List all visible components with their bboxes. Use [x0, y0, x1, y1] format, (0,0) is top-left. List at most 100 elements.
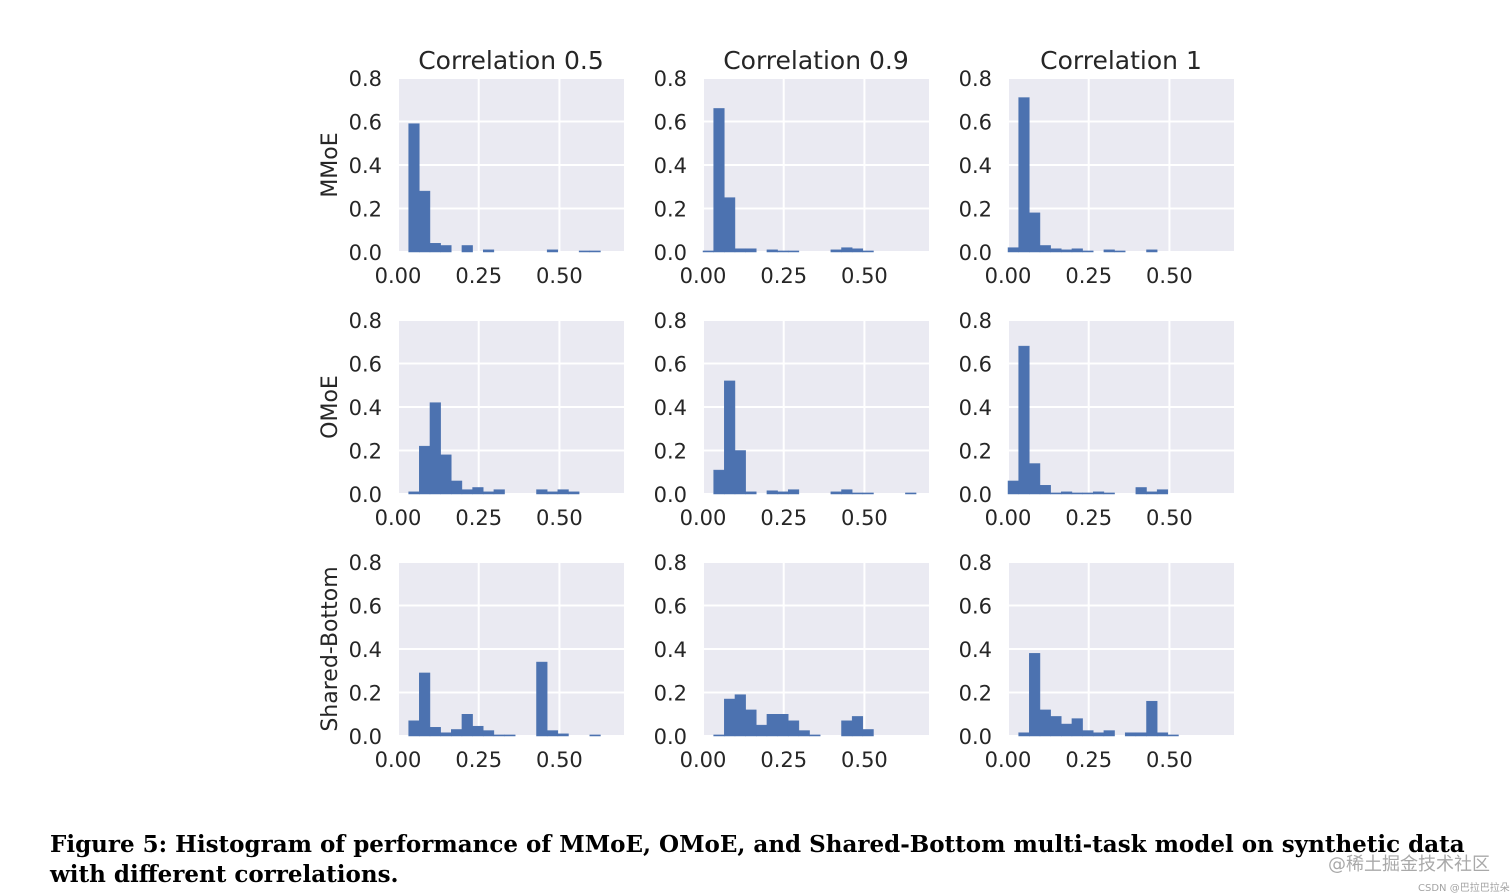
histogram-bar	[787, 250, 800, 253]
histogram-bar	[702, 250, 714, 253]
histogram-bar	[862, 492, 874, 495]
y-tick-label: 0.4	[959, 396, 992, 420]
x-tick-label: 0.25	[455, 748, 502, 772]
panel-mmoe-0_5: 0.0 0.2 0.4 0.6 0.8 0.00 0.25 0.50	[349, 67, 624, 288]
histogram-bar	[440, 454, 452, 495]
column-title: Correlation 0.9	[723, 46, 909, 75]
histogram-bar	[546, 730, 559, 737]
y-tick-label: 0.4	[349, 396, 382, 420]
histogram-bar	[1082, 250, 1094, 253]
y-tick-label: 0.0	[654, 483, 687, 507]
histogram-bar	[1124, 732, 1137, 737]
histogram-bar	[1092, 732, 1105, 737]
histogram-bar	[493, 734, 505, 737]
histogram-bar	[1050, 492, 1062, 495]
histogram-bar	[787, 489, 800, 495]
y-tick-label: 0.6	[349, 353, 382, 377]
y-tick-label: 0.0	[349, 241, 382, 265]
histogram-bar	[461, 245, 473, 253]
histogram-bar	[1007, 480, 1019, 495]
column-title: Correlation 0.5	[418, 46, 604, 75]
y-tick-label: 0.6	[654, 353, 687, 377]
y-tick-label: 0.2	[654, 198, 687, 222]
histogram-bar	[493, 489, 505, 495]
histogram-bar	[713, 108, 725, 253]
y-tick-label: 0.8	[959, 551, 992, 575]
watermark-small: CSDN @巴拉巴拉朵	[1418, 883, 1510, 894]
histogram-bar	[841, 489, 853, 495]
histogram-bar	[1050, 248, 1062, 253]
histogram-bar	[809, 734, 821, 737]
x-tick-label: 0.50	[1146, 506, 1193, 530]
histogram-bar	[1018, 732, 1030, 737]
panel-shared-bottom-0_5: 0.0 0.2 0.4 0.6 0.8 0.00 0.25 0.50	[349, 551, 624, 772]
histogram-bar	[862, 729, 874, 737]
x-tick-label: 0.25	[760, 748, 807, 772]
histogram-bar	[408, 491, 420, 495]
y-tick-label: 0.6	[349, 111, 382, 135]
histogram-bar	[408, 720, 420, 737]
histogram-bar	[1146, 249, 1158, 253]
x-tick-label: 0.25	[455, 264, 502, 288]
row-label: Shared-Bottom	[318, 566, 343, 731]
x-tick-label: 0.25	[760, 264, 807, 288]
panel-omoe-1: 0.0 0.2 0.4 0.6 0.8 0.00 0.25 0.50	[959, 309, 1234, 530]
histogram-bar	[1018, 345, 1030, 495]
histogram-bar	[472, 487, 484, 495]
histogram-bar	[482, 730, 495, 737]
histogram-bar	[1039, 245, 1051, 253]
y-tick-label: 0.2	[349, 682, 382, 706]
histogram-bar	[1167, 734, 1179, 737]
histogram-bar	[1103, 492, 1115, 495]
histogram-bar	[1103, 249, 1115, 253]
x-tick-label: 0.25	[1065, 748, 1112, 772]
histogram-bar	[1061, 723, 1073, 737]
histogram-bar	[1103, 730, 1115, 737]
histogram-bar	[1071, 718, 1083, 737]
histogram-bar	[461, 489, 473, 495]
histogram-bar	[745, 709, 757, 737]
histogram-bar	[862, 250, 874, 253]
histogram-bar	[766, 249, 778, 253]
histogram-bar	[905, 492, 917, 495]
histogram-bar	[777, 491, 789, 495]
y-tick-label: 0.2	[349, 440, 382, 464]
histogram-bar	[745, 248, 757, 253]
y-tick-label: 0.2	[959, 440, 992, 464]
y-tick-label: 0.4	[349, 638, 382, 662]
histogram-bar	[589, 734, 601, 737]
histogram-bar	[408, 123, 420, 253]
x-tick-label: 0.00	[680, 264, 727, 288]
histogram-bar	[1071, 248, 1083, 253]
x-tick-label: 0.00	[375, 264, 422, 288]
histogram-bar	[798, 730, 810, 737]
panel-mmoe-1: 0.0 0.2 0.4 0.6 0.8 0.00 0.25 0.50	[959, 67, 1234, 288]
histogram-bar	[851, 716, 864, 737]
y-tick-label: 0.6	[959, 111, 992, 135]
histogram-bar	[756, 724, 768, 737]
y-tick-label: 0.6	[654, 111, 687, 135]
y-tick-label: 0.0	[349, 725, 382, 749]
histogram-bar	[851, 248, 864, 253]
x-tick-label: 0.25	[1065, 264, 1112, 288]
histogram-bar	[557, 489, 569, 495]
histogram-bar	[1007, 247, 1019, 253]
panel-mmoe-0_9: 0.0 0.2 0.4 0.6 0.8 0.00 0.25 0.50	[654, 67, 929, 288]
y-tick-label: 0.2	[959, 682, 992, 706]
histogram-bar	[440, 245, 452, 253]
figure-caption: Figure 5: Histogram of performance of MM…	[50, 831, 1465, 888]
y-tick-label: 0.4	[349, 154, 382, 178]
histogram-bar	[1135, 732, 1147, 737]
x-tick-label: 0.50	[536, 748, 583, 772]
histogram-bar	[504, 734, 516, 737]
x-tick-label: 0.00	[985, 264, 1032, 288]
histogram-bar	[536, 489, 548, 495]
x-tick-label: 0.00	[680, 748, 727, 772]
histogram-bar	[724, 380, 736, 495]
x-tick-label: 0.50	[536, 506, 583, 530]
histogram-bar	[734, 450, 746, 495]
x-tick-label: 0.50	[1146, 748, 1193, 772]
y-tick-label: 0.0	[654, 725, 687, 749]
panel-shared-bottom-1: 0.0 0.2 0.4 0.6 0.8 0.00 0.25 0.50	[959, 551, 1234, 772]
y-tick-label: 0.6	[349, 595, 382, 619]
